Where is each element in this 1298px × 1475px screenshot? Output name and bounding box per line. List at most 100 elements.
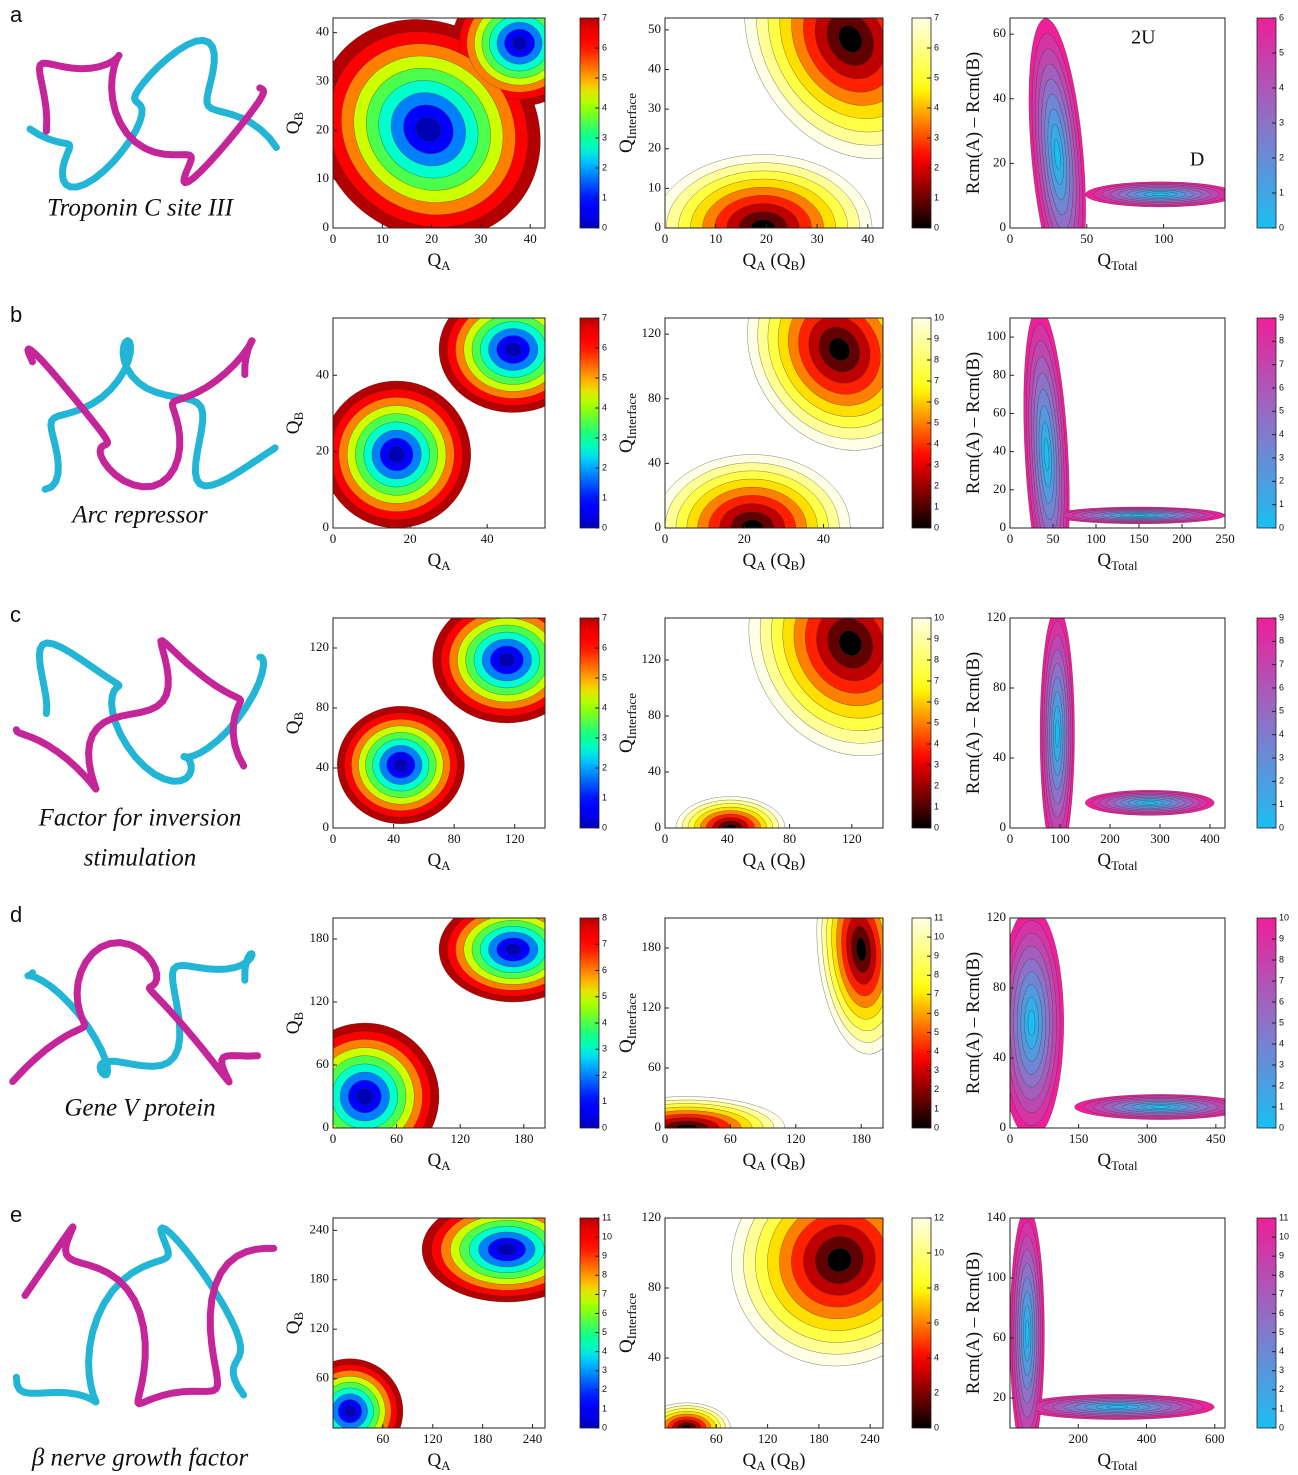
- colorbar-tick-label: 11: [934, 912, 943, 922]
- colorbar-tick-label: 10: [1279, 912, 1289, 922]
- label-part: A: [756, 258, 766, 273]
- colorbar: [1256, 317, 1277, 529]
- x-tick-label: 40: [861, 231, 874, 246]
- label-part: Q: [1097, 550, 1111, 571]
- colorbar-tick-label: 6: [934, 396, 939, 406]
- label-part: Q: [283, 1320, 304, 1334]
- label-part: (Q: [766, 250, 791, 271]
- y-tick-label: 40: [993, 90, 1006, 105]
- label-part: A: [441, 1158, 451, 1173]
- x-tick-label: 300: [1137, 1131, 1157, 1146]
- label-part: A: [441, 1458, 451, 1473]
- x-tick-label: 120: [842, 831, 862, 846]
- label-part: (Q: [766, 550, 791, 571]
- colorbar-tick-label: 1: [602, 492, 607, 502]
- colorbar-tick-label: 7: [602, 1289, 607, 1299]
- colorbar-tick-label: 3: [1279, 1365, 1284, 1375]
- colorbar: [579, 17, 600, 229]
- label-part: (Q: [766, 1150, 791, 1171]
- y-tick-label: 0: [323, 1119, 330, 1134]
- contour-level: [1043, 437, 1050, 472]
- colorbar-tick-label: 2: [934, 1084, 939, 1094]
- x-tick-label: 30: [474, 231, 487, 246]
- colorbar-tick-label: 10: [934, 612, 944, 622]
- colorbar-tick-label: 10: [1279, 1231, 1289, 1241]
- y-tick-label: 80: [648, 390, 661, 405]
- protein-name: Factor for inversion: [38, 805, 242, 832]
- colorbar-tick-label: 3: [602, 1044, 607, 1054]
- label-part: ): [799, 250, 805, 271]
- colorbar-tick-label: 6: [1279, 996, 1284, 1006]
- plot-frame: [1009, 17, 1226, 229]
- label-part: Q: [1097, 1150, 1111, 1171]
- label-part: B: [790, 858, 799, 873]
- y-axis-label: QInterface: [616, 993, 639, 1053]
- plot-frame: [664, 617, 884, 829]
- x-axis-label: QTotal: [1097, 1450, 1138, 1473]
- y-axis-label: QB: [283, 1011, 306, 1034]
- colorbar-tick-label: 5: [1279, 1017, 1284, 1027]
- y-tick-label: 40: [316, 366, 329, 381]
- plot-frame: [1009, 1217, 1226, 1429]
- colorbar-tick-label: 3: [1279, 117, 1284, 127]
- y-tick-label: 20: [993, 1389, 1006, 1404]
- x-axis-label: QA: [427, 550, 451, 573]
- x-tick-label: 60: [376, 1431, 389, 1446]
- colorbar-tick-label: 3: [934, 132, 939, 142]
- contour-level: [504, 943, 522, 956]
- colorbar-tick-label: 3: [602, 1365, 607, 1375]
- colorbar-tick-label: 8: [934, 1282, 939, 1292]
- colorbar-tick-label: 5: [602, 672, 607, 682]
- colorbar-tick-label: 9: [1279, 1251, 1284, 1261]
- x-tick-label: 40: [817, 531, 830, 546]
- y-tick-label: 120: [310, 993, 330, 1008]
- contour-level: [828, 338, 850, 361]
- label-part: Rcm(A) – Rcm(B): [963, 652, 984, 794]
- colorbar-tick-label: 8: [934, 654, 939, 664]
- label-part: Q: [283, 420, 304, 434]
- colorbar-tick-label: 9: [1279, 612, 1284, 622]
- label-part: Q: [427, 1450, 441, 1471]
- colorbar: [579, 317, 600, 529]
- colorbar-tick-label: 8: [934, 354, 939, 364]
- colorbar-tick-label: 5: [1279, 1327, 1284, 1337]
- x-tick-label: 150: [1129, 531, 1149, 546]
- y-tick-label: 0: [323, 519, 330, 534]
- x-tick-label: 10: [709, 231, 722, 246]
- plot-frame: [332, 1217, 546, 1429]
- colorbar-tick-label: 4: [602, 1346, 607, 1356]
- label-part: B: [790, 558, 799, 573]
- y-tick-label: 140: [987, 1209, 1007, 1224]
- y-tick-label: 0: [1000, 219, 1007, 234]
- colorbar-tick-label: 3: [934, 459, 939, 469]
- y-tick-label: 40: [648, 763, 661, 778]
- y-tick-label: 60: [993, 404, 1006, 419]
- x-axis-label: QA (QB): [743, 250, 806, 273]
- label-part: Q: [283, 120, 304, 134]
- colorbar-tick-label: 2: [934, 162, 939, 172]
- x-tick-label: 20: [404, 531, 417, 546]
- label-part: Interface: [624, 993, 639, 1039]
- colorbar-tick-label: 9: [1279, 933, 1284, 943]
- colorbar-tick-label: 4: [602, 402, 607, 412]
- colorbar-tick-label: 1: [1279, 799, 1284, 809]
- colorbar-tick-label: 1: [1279, 187, 1284, 197]
- x-tick-label: 150: [1069, 1131, 1089, 1146]
- y-tick-label: 120: [987, 909, 1007, 924]
- x-tick-label: 100: [1086, 531, 1106, 546]
- label-part: ): [799, 550, 805, 571]
- colorbar-tick-label: 7: [602, 939, 607, 949]
- colorbar-tick-label: 2: [602, 762, 607, 772]
- chain: [35, 51, 268, 187]
- x-tick-label: 100: [1050, 831, 1070, 846]
- colorbar-tick-label: 1: [602, 192, 607, 202]
- x-axis-label: QA: [427, 250, 451, 273]
- colorbar-tick-label: 9: [934, 951, 939, 961]
- label-part: Q: [1097, 850, 1111, 871]
- annotation: D: [1190, 148, 1204, 170]
- colorbar-tick-label: 5: [602, 1327, 607, 1337]
- y-tick-label: 40: [993, 443, 1006, 458]
- colorbar-tick-label: 0: [934, 1122, 939, 1132]
- colorbar-tick-label: 6: [602, 1308, 607, 1318]
